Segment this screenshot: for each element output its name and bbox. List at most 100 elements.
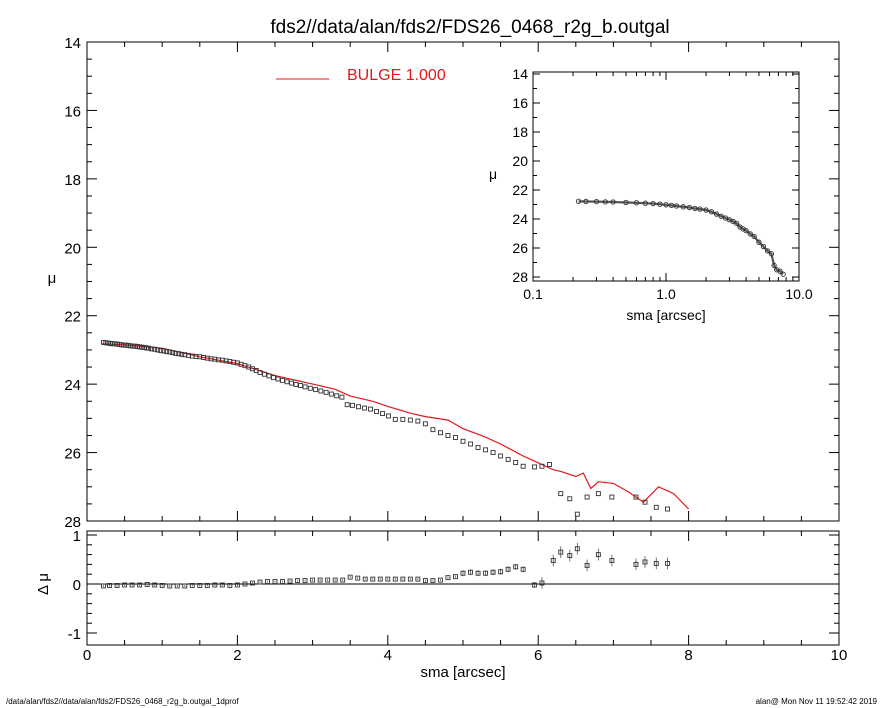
data-point (289, 380, 294, 386)
data-point (539, 463, 545, 469)
main-y-tick-label: 26 (64, 446, 81, 463)
footer-timestamp: alan@ Mon Nov 11 19:52:42 2019 (755, 697, 877, 706)
residual-x-tick-label: 4 (384, 647, 392, 664)
residual-point (317, 577, 323, 583)
data-point (257, 370, 263, 375)
residual-point (370, 576, 376, 582)
data-point (498, 453, 504, 459)
data-point (513, 460, 519, 465)
data-point (422, 421, 428, 427)
residual-point (437, 577, 443, 583)
main-y-tick-label: 24 (64, 377, 81, 394)
inset-data-point (713, 211, 720, 217)
inset-data-point (668, 202, 675, 209)
residual-point (475, 570, 481, 576)
inset-x-axis-label: sma [arcsec] (626, 307, 705, 323)
residual-point (498, 569, 504, 575)
residual-point (642, 559, 648, 565)
residual-point (505, 566, 511, 572)
inset-y-tick-label: 20 (512, 153, 528, 169)
data-point (653, 504, 659, 510)
inset-data-point (768, 251, 775, 257)
data-point (460, 438, 466, 444)
main-y-tick-labels: 14 16 18 20 22 24 26 28 (64, 35, 81, 531)
data-point (334, 393, 340, 399)
data-point (453, 435, 458, 440)
main-data-series (101, 339, 670, 517)
data-point (271, 375, 276, 381)
footer-file-path: /data/alan/fds2//data/alan/fds2/FDS26_04… (6, 697, 239, 706)
residual-point (325, 577, 331, 583)
main-y-tick-label: 14 (64, 35, 81, 52)
main-ticks (86, 41, 840, 522)
inset-data-point (743, 227, 749, 234)
main-y-tick-label: 28 (64, 514, 81, 531)
data-point (170, 350, 176, 356)
residual-point (377, 576, 383, 582)
data-point (152, 346, 158, 352)
residual-point (340, 577, 346, 583)
inset-y-tick-label: 16 (512, 95, 528, 111)
residual-point (295, 578, 301, 584)
data-point (161, 348, 167, 354)
inset-data-point (593, 198, 600, 205)
residual-point (422, 578, 428, 584)
data-point (339, 394, 345, 400)
residual-point (362, 576, 368, 582)
data-point (567, 496, 573, 502)
residual-x-tick-label: 0 (83, 647, 91, 664)
inset-tick-labels: 14 16 18 20 22 24 26 280.1 1.0 10.0 (512, 66, 812, 302)
residual-point (550, 558, 556, 563)
residual-point (483, 570, 489, 576)
residual-point (355, 575, 361, 581)
residual-point (257, 579, 263, 585)
residual-point (513, 564, 519, 570)
main-panel: 14 16 18 20 22 24 26 28 μ BULGE 1.000 (48, 35, 840, 531)
residual-point (445, 575, 451, 581)
residual-point (101, 583, 106, 589)
residual-point (144, 582, 150, 587)
residual-point (249, 580, 255, 586)
data-point (275, 376, 281, 382)
residual-plot-frame (86, 530, 840, 646)
residual-x-tick-label: 10 (831, 647, 848, 664)
data-point (356, 404, 361, 410)
data-point (407, 417, 413, 423)
data-point (307, 385, 313, 391)
data-point (665, 506, 670, 512)
residual-data-series (101, 542, 670, 589)
inset-data-point (751, 233, 757, 240)
residual-point (665, 560, 670, 566)
inset-data-point (747, 231, 753, 237)
data-point (158, 348, 164, 354)
residual-point (468, 569, 473, 575)
residual-point (332, 577, 338, 583)
inset-data-point (774, 267, 780, 273)
inset-data-point (673, 203, 680, 209)
inset-panel: 14 16 18 20 22 24 26 280.1 1.0 10.0 μ sma [arcsec… (489, 66, 813, 323)
residual-point (189, 583, 195, 588)
inset-data-point (575, 198, 582, 204)
chart-title: fds2//data/alan/fds2/FDS26_0468_r2g_b.ou… (270, 17, 669, 38)
residual-point (460, 570, 466, 576)
inset-data-point (692, 205, 698, 212)
data-point (323, 389, 329, 395)
data-point (146, 345, 152, 351)
inset-y-axis-label: μ (489, 166, 497, 182)
residual-y-tick-label: 0 (73, 577, 81, 594)
inset-data-point (734, 220, 740, 227)
residual-point (167, 583, 173, 589)
residual-x-tick-label: 6 (534, 647, 542, 664)
data-point (392, 416, 398, 422)
residual-point (520, 566, 526, 572)
residual-point (302, 578, 308, 584)
residual-point (539, 580, 545, 586)
inset-data-point (718, 213, 724, 219)
residual-point (287, 578, 293, 584)
residual-point (219, 582, 225, 588)
residual-point (137, 582, 143, 588)
residual-point (107, 583, 113, 588)
data-point (505, 456, 511, 462)
